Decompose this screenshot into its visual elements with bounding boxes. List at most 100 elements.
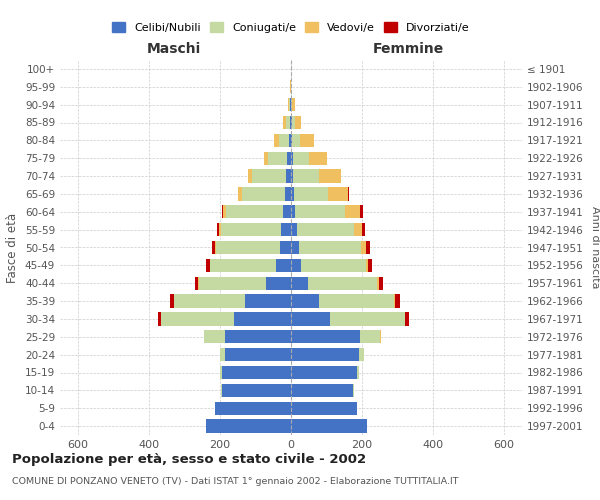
Bar xyxy=(215,241,280,254)
Bar xyxy=(225,330,291,344)
Bar xyxy=(274,134,278,147)
Bar xyxy=(377,276,379,290)
Bar xyxy=(248,170,252,183)
Bar xyxy=(291,152,293,165)
Bar xyxy=(222,366,291,379)
Bar xyxy=(222,205,223,218)
Bar xyxy=(212,241,215,254)
Bar xyxy=(319,170,341,183)
Bar xyxy=(290,98,291,112)
Bar xyxy=(286,170,291,183)
Bar xyxy=(211,258,276,272)
Bar xyxy=(245,294,291,308)
Bar xyxy=(199,276,266,290)
Bar xyxy=(220,348,225,362)
Bar xyxy=(174,294,245,308)
Bar xyxy=(291,223,298,236)
Bar xyxy=(219,223,221,236)
Bar xyxy=(284,187,291,200)
Bar xyxy=(361,241,366,254)
Bar xyxy=(204,330,225,344)
Bar xyxy=(290,116,291,129)
Bar xyxy=(278,134,289,147)
Bar xyxy=(226,205,283,218)
Bar xyxy=(266,276,291,290)
Bar xyxy=(368,258,372,272)
Bar xyxy=(291,241,299,254)
Bar xyxy=(283,205,291,218)
Y-axis label: Fasce di età: Fasce di età xyxy=(7,212,19,282)
Bar xyxy=(293,152,309,165)
Bar xyxy=(291,134,292,147)
Bar xyxy=(319,294,394,308)
Text: Femmine: Femmine xyxy=(373,42,444,56)
Bar xyxy=(292,116,295,129)
Bar xyxy=(326,152,327,165)
Bar xyxy=(395,294,400,308)
Bar xyxy=(328,187,348,200)
Bar xyxy=(365,258,368,272)
Bar xyxy=(294,187,328,200)
Bar xyxy=(291,170,293,183)
Bar xyxy=(281,223,291,236)
Bar xyxy=(252,170,286,183)
Bar xyxy=(300,134,314,147)
Bar xyxy=(221,223,281,236)
Bar xyxy=(206,258,209,272)
Bar xyxy=(308,276,377,290)
Bar xyxy=(292,134,300,147)
Bar xyxy=(238,187,242,200)
Bar xyxy=(289,98,290,112)
Bar xyxy=(291,258,301,272)
Bar xyxy=(309,152,326,165)
Bar xyxy=(209,258,211,272)
Bar xyxy=(301,258,365,272)
Bar xyxy=(353,384,354,397)
Bar xyxy=(295,205,345,218)
Bar xyxy=(220,366,222,379)
Bar xyxy=(215,402,291,415)
Bar xyxy=(222,384,291,397)
Bar xyxy=(360,330,380,344)
Bar xyxy=(223,205,226,218)
Bar xyxy=(291,98,292,112)
Bar xyxy=(291,420,367,433)
Bar xyxy=(379,276,383,290)
Bar xyxy=(289,134,291,147)
Bar xyxy=(330,312,405,326)
Bar xyxy=(291,294,319,308)
Bar xyxy=(158,312,161,326)
Bar xyxy=(291,348,359,362)
Bar xyxy=(366,241,370,254)
Bar xyxy=(221,384,222,397)
Bar xyxy=(283,116,286,129)
Bar xyxy=(291,330,360,344)
Bar xyxy=(291,312,330,326)
Bar xyxy=(394,294,395,308)
Bar xyxy=(217,223,219,236)
Bar xyxy=(348,187,349,200)
Legend: Celibi/Nubili, Coniugati/e, Vedovi/e, Divorziati/e: Celibi/Nubili, Coniugati/e, Vedovi/e, Di… xyxy=(107,17,475,38)
Text: COMUNE DI PONZANO VENETO (TV) - Dati ISTAT 1° gennaio 2002 - Elaborazione TUTTIT: COMUNE DI PONZANO VENETO (TV) - Dati IST… xyxy=(12,478,458,486)
Bar xyxy=(406,312,409,326)
Bar xyxy=(291,187,294,200)
Bar xyxy=(276,258,291,272)
Text: Maschi: Maschi xyxy=(146,42,201,56)
Bar xyxy=(242,187,284,200)
Bar xyxy=(291,276,308,290)
Bar xyxy=(291,205,295,218)
Bar xyxy=(295,116,301,129)
Bar xyxy=(380,330,381,344)
Bar xyxy=(161,312,234,326)
Bar xyxy=(362,223,365,236)
Bar xyxy=(234,312,291,326)
Bar xyxy=(293,170,319,183)
Bar xyxy=(170,294,174,308)
Bar xyxy=(359,348,364,362)
Bar xyxy=(360,205,363,218)
Bar xyxy=(263,152,268,165)
Bar xyxy=(345,205,360,218)
Bar xyxy=(354,223,362,236)
Bar xyxy=(286,116,290,129)
Bar xyxy=(287,152,291,165)
